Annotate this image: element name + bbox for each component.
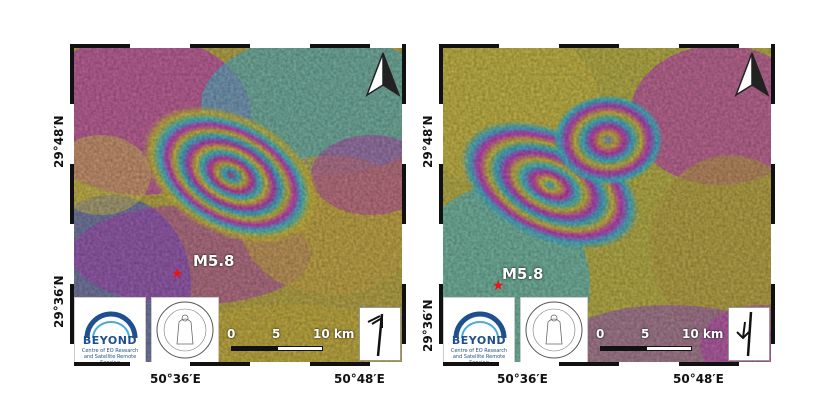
- beyond-logo: BEYOND Centre of EO Research and Satelli…: [443, 297, 515, 365]
- epicenter-label: M5.8: [502, 265, 544, 283]
- scale-bar: 0 5 10 km: [227, 327, 357, 357]
- beyond-logo-subtitle-1: Centre of EO Research: [81, 348, 139, 354]
- lon-label-right: 50°48′E: [334, 372, 385, 386]
- map-panel-right: M5.8 ★ BEYOND Centre of EO Research and …: [411, 0, 823, 406]
- beyond-arc-icon: [84, 311, 138, 339]
- beyond-logo: BEYOND Centre of EO Research and Satelli…: [74, 297, 146, 365]
- noa-seal-icon: [525, 301, 583, 359]
- north-arrow-icon: [734, 52, 770, 97]
- frame-ticks-left: [70, 44, 74, 366]
- fault-motion-icon: [736, 311, 753, 357]
- interferogram-map-right: M5.8 ★ BEYOND Centre of EO Research and …: [439, 44, 775, 366]
- scale-label-5: 5: [641, 327, 650, 341]
- noa-logo: [151, 297, 219, 363]
- fault-motion-box: [728, 307, 770, 361]
- lat-label-bottom: 29°36′N: [52, 275, 66, 328]
- lat-label-top: 29°48′N: [52, 115, 66, 168]
- scale-label-5: 5: [272, 327, 281, 341]
- scale-label-0: 0: [596, 327, 605, 341]
- frame-ticks-right: [402, 44, 406, 366]
- frame-ticks-top: [439, 44, 775, 48]
- fault-motion-icon: [367, 313, 384, 357]
- beyond-arc-icon: [453, 311, 507, 339]
- beyond-logo-subtitle-1: Centre of EO Research: [450, 348, 508, 354]
- interferogram-image: [71, 45, 405, 365]
- scale-label-0: 0: [227, 327, 236, 341]
- lon-label-right: 50°48′E: [673, 372, 724, 386]
- noa-seal-icon: [156, 301, 214, 359]
- interferogram-image: [440, 45, 774, 365]
- frame-ticks-bottom: [70, 362, 406, 366]
- lon-label-left: 50°36′E: [150, 372, 201, 386]
- frame-ticks-bottom: [439, 362, 775, 366]
- beyond-logo-name: BEYOND: [82, 334, 138, 347]
- frame-ticks-left: [439, 44, 443, 366]
- lat-label-bottom: 29°36′N: [421, 299, 435, 352]
- scale-label-10: 10 km: [682, 327, 724, 341]
- lon-label-left: 50°36′E: [497, 372, 548, 386]
- scale-bar-white: [277, 346, 323, 351]
- fault-motion-box: [359, 307, 401, 361]
- scale-bar-white: [646, 346, 692, 351]
- lat-label-top: 29°48′N: [421, 115, 435, 168]
- scale-label-10: 10 km: [313, 327, 355, 341]
- frame-ticks-top: [70, 44, 406, 48]
- beyond-logo-name: BEYOND: [451, 334, 507, 347]
- scale-bar-black: [600, 346, 646, 351]
- scale-bar: 0 5 10 km: [596, 327, 726, 357]
- epicenter-star-icon: ★: [492, 278, 505, 294]
- frame-ticks-right: [771, 44, 775, 366]
- north-arrow-icon: [365, 52, 401, 97]
- map-panel-left: M5.8 ★ BEYOND Centre of EO Research and …: [0, 0, 411, 406]
- epicenter-star-icon: ★: [171, 266, 184, 282]
- noa-logo: [520, 297, 588, 363]
- interferogram-map-left: M5.8 ★ BEYOND Centre of EO Research and …: [70, 44, 406, 366]
- scale-bar-black: [231, 346, 277, 351]
- epicenter-label: M5.8: [193, 252, 235, 270]
